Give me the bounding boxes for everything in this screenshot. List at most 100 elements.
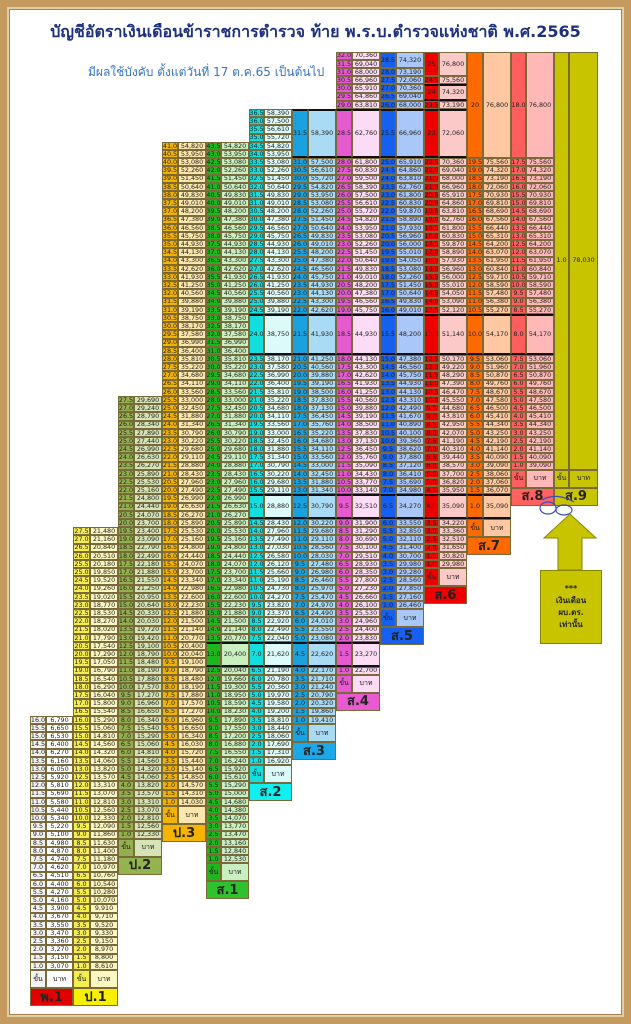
step-cell: 4.0	[380, 551, 396, 560]
salary-cell: 13,570	[134, 789, 162, 798]
salary-cell: 14,380	[221, 806, 249, 815]
step-cell: 39.0	[206, 215, 221, 224]
step-cell: 15.5	[249, 486, 264, 495]
step-cell: 13.5	[467, 256, 483, 265]
step-cell: 10.5	[162, 642, 178, 651]
step-cell: 43.0	[206, 150, 221, 159]
step-cell: 19.5	[73, 658, 90, 667]
salary-cell: 42,490	[396, 404, 424, 413]
salary-cell: 46,560	[264, 223, 292, 232]
step-cell: 27.5	[73, 527, 90, 536]
salary-cell: 13,770	[221, 822, 249, 831]
salary-cell: 5,810	[46, 781, 73, 790]
salary-cell: 34,270	[396, 494, 424, 519]
salary-cell: 49,830	[352, 264, 380, 273]
step-cell: 30.0	[162, 322, 178, 331]
step-cell: 14.5	[73, 740, 90, 749]
step-cell: 4.5	[162, 740, 178, 749]
salary-cell: 18,020	[90, 625, 118, 634]
step-header: ขั้น	[467, 519, 483, 537]
salary-cell: 38,170	[178, 322, 206, 331]
salary-cell: 24,070	[221, 560, 249, 569]
step-cell: 3.0	[73, 929, 90, 938]
step-cell: 25.0	[206, 445, 221, 454]
salary-cell: 48,290	[439, 371, 467, 380]
salary-cell: 59,870	[439, 240, 467, 249]
step-cell: 25.5	[249, 289, 264, 298]
step-cell: 8.0	[380, 469, 396, 478]
step-cell: 26.0	[73, 551, 90, 560]
step-cell: 15.0	[206, 609, 221, 618]
salary-cell: 35,220	[264, 396, 292, 405]
step-cell: 4.0	[73, 912, 90, 921]
salary-cell: 6,050	[46, 765, 73, 774]
salary-cell: 12,090	[90, 822, 118, 831]
step-cell: 14.0	[292, 469, 308, 478]
salary-cell: 12,810	[90, 797, 118, 806]
salary-cell: 53,080	[352, 232, 380, 241]
salary-cell: 22,600	[221, 592, 249, 601]
salary-cell: 75,560	[526, 158, 554, 167]
salary-cell: 18,190	[134, 666, 162, 675]
step-cell: 31.5	[336, 59, 352, 68]
step-cell: 17.5	[249, 453, 264, 462]
salary-cell: 20,790	[308, 691, 336, 700]
step-cell: 1.0	[467, 494, 483, 519]
step-header: ขั้น	[249, 765, 264, 783]
step-cell: 26.5	[206, 420, 221, 429]
salary-cell: 29,280	[396, 568, 424, 577]
salary-cell: 32,450	[221, 404, 249, 413]
salary-cell: 28,880	[221, 461, 249, 470]
step-cell: 5.5	[380, 527, 396, 536]
step-cell: 20.5	[380, 232, 396, 241]
step-cell: 8.5	[292, 576, 308, 585]
salary-cell: 29,110	[221, 453, 249, 462]
salary-cell: 40,560	[264, 289, 292, 298]
step-cell: 1.0	[554, 51, 569, 470]
step-cell: 15.0	[511, 199, 526, 208]
rank-label-9: ส.6	[424, 586, 467, 605]
salary-cell: 6,160	[46, 756, 73, 765]
salary-cell: 39,880	[178, 297, 206, 306]
step-cell: 19.0	[249, 428, 264, 437]
step-cell: 35.0	[249, 133, 264, 142]
salary-cell: 66,440	[483, 223, 511, 232]
salary-cell: 69,810	[526, 199, 554, 208]
salary-cell: 70,930	[483, 191, 511, 200]
step-cell: 2.5	[336, 625, 352, 634]
step-header: ขั้น	[380, 609, 396, 628]
step-cell: 26.0	[118, 420, 134, 429]
salary-cell: 21,250	[134, 584, 162, 593]
salary-cell: 15,720	[178, 748, 206, 757]
salary-cell: 38,750	[221, 314, 249, 323]
step-cell: 7.5	[249, 633, 264, 642]
rank-label-12: ส.9	[554, 487, 598, 506]
step-cell: 37.0	[206, 248, 221, 257]
step-cell: 6.0	[336, 568, 352, 577]
step-cell: 20.5	[292, 363, 308, 372]
salary-cell: 24,490	[308, 609, 336, 618]
step-cell: 16.0	[73, 715, 90, 724]
salary-cell: 26,990	[221, 494, 249, 503]
step-cell: 20.0	[206, 527, 221, 536]
salary-cell: 41,930	[264, 273, 292, 282]
salary-cell: 12,560	[90, 806, 118, 815]
step-cell: 13.5	[30, 756, 46, 765]
salary-cell: 29,110	[178, 453, 206, 462]
step-cell: 14.0	[336, 420, 352, 429]
salary-cell: 42,190	[526, 437, 554, 446]
salary-cell: 51,450	[308, 215, 336, 224]
step-cell: 24.0	[206, 461, 221, 470]
salary-cell: 24,800	[221, 543, 249, 552]
step-cell: 32.5	[206, 322, 221, 331]
step-cell: 26.0	[292, 240, 308, 249]
salary-cell: 12,810	[134, 814, 162, 823]
step-cell: 16.0	[249, 478, 264, 487]
salary-cell: 57,930	[439, 256, 467, 265]
step-cell: 10.5	[206, 699, 221, 708]
salary-cell: 36,820	[439, 478, 467, 487]
salary-cell: 56,000	[396, 240, 424, 249]
step-cell: 24.0	[73, 584, 90, 593]
salary-cell: 48,200	[352, 281, 380, 290]
step-cell: 1.0	[424, 560, 439, 569]
